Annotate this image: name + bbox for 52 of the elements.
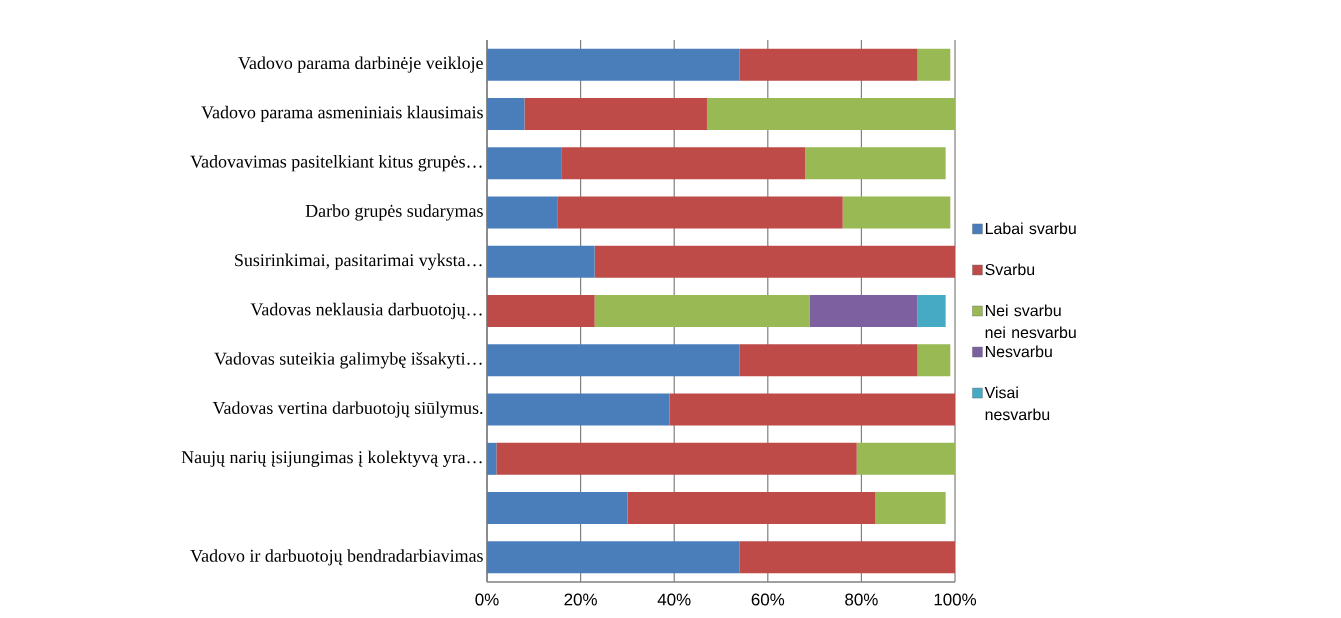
y-tick-label: Susirinkimai, pasitarimai vyksta… <box>235 253 482 270</box>
legend-label: Labai svarbu <box>985 222 1076 235</box>
bar <box>561 147 806 180</box>
bar <box>557 196 843 229</box>
legend-label: Nesvarbu <box>985 345 1052 358</box>
y-tick-label: Vadovo parama asmeniniais klausimais <box>201 105 483 123</box>
legend-label: Svarbu <box>985 263 1035 276</box>
legend-label: Visai nesvarbu <box>984 386 1050 421</box>
bar <box>487 541 740 574</box>
bar <box>487 48 740 81</box>
bar <box>487 442 497 475</box>
y-tick-label: Vadovas neklausia darbuotojų… <box>250 302 482 320</box>
y-tick-label: Darbo grupės sudarymas <box>305 204 483 221</box>
bar <box>487 393 670 426</box>
y-tick-label: Vadovavimas pasitelkiant kitus grupės… <box>190 155 482 172</box>
x-tick-label: 20% <box>564 593 597 606</box>
y-tick-label: Vadovas vertina darbuotojų siūlymus. <box>212 401 483 418</box>
bar <box>805 147 946 180</box>
bar <box>594 295 810 327</box>
bar <box>809 295 918 327</box>
x-tick-label: 40% <box>657 593 691 606</box>
y-tick-label: Naujų narių įsijungimas į kolektyvą yra… <box>181 450 482 467</box>
bar <box>524 97 707 130</box>
bar <box>917 344 951 377</box>
bar <box>627 492 876 525</box>
legend-label: Nei svarbu nei nesvarbu <box>985 304 1076 339</box>
bar <box>739 541 956 574</box>
bar <box>875 492 946 525</box>
x-tick-label: 80% <box>845 593 878 606</box>
bar <box>706 97 956 130</box>
x-tick-label: 0% <box>475 593 499 606</box>
bar <box>487 147 562 180</box>
bar <box>487 492 628 525</box>
bar <box>856 442 956 475</box>
x-tick-label: 60% <box>751 593 785 606</box>
bar <box>487 196 558 229</box>
bar <box>669 393 956 426</box>
bar <box>594 245 956 278</box>
bar <box>917 295 946 327</box>
y-tick-label: Vadovo parama darbinėje veikloje <box>238 56 483 73</box>
bar <box>739 48 918 81</box>
y-tick-label: Vadovo ir darbuotojų bendradarbiavimas <box>190 549 483 566</box>
y-tick-label: Vadovas suteikia galimybę išsakyti… <box>214 352 482 369</box>
bar <box>917 48 951 81</box>
bar <box>842 196 951 229</box>
bar <box>487 344 740 377</box>
bar <box>487 97 525 130</box>
bar <box>487 295 595 327</box>
x-tick-label: 100% <box>934 593 977 606</box>
bar <box>496 442 857 475</box>
bar <box>739 344 918 377</box>
bar <box>487 245 595 278</box>
